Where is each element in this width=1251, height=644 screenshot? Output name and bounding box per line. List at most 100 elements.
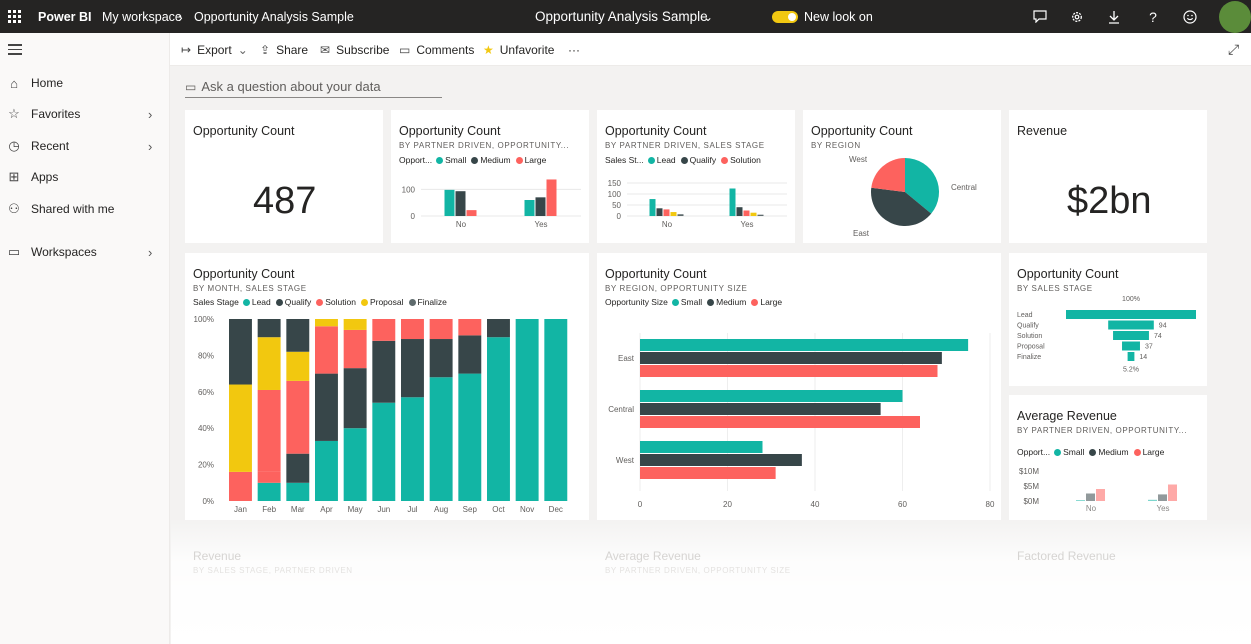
y-tick-label: West [616, 456, 635, 465]
export-button[interactable]: ↦ Export ⌄ [181, 33, 248, 66]
stacked-bar-segment [229, 471, 252, 501]
more-options-button[interactable]: ··· [568, 33, 580, 66]
qa-search-input[interactable]: ▭ Ask a question about your data [185, 76, 442, 98]
legend-item: Small [671, 297, 702, 307]
shared-icon: ⚇ [8, 201, 20, 216]
stacked-bar-segment [343, 329, 367, 369]
top-bar: Power BI My workspace › Opportunity Anal… [0, 0, 1251, 33]
stacked-bar-segment [544, 319, 568, 501]
nav-shared-with-me[interactable]: ⚇ Shared with me [0, 196, 170, 222]
nav-recent[interactable]: ◷ Recent › [0, 133, 170, 159]
bar [640, 403, 881, 415]
comment-icon[interactable] [1031, 0, 1049, 33]
x-tick-label: 60 [898, 500, 907, 509]
app-launcher-button[interactable] [6, 0, 22, 33]
help-icon[interactable]: ? [1149, 8, 1157, 25]
funnel-category-label: Finalize [1017, 354, 1041, 361]
gear-icon[interactable] [1068, 0, 1086, 33]
report-title[interactable]: Opportunity Analysis Sample [535, 9, 708, 24]
y-tick-label: 20% [198, 461, 214, 470]
tile-subtitle: BY MONTH, SALES STAGE [193, 284, 307, 293]
y-tick-label: $0M [1023, 497, 1039, 506]
stacked-bar-segment [257, 389, 281, 472]
action-bar: ↦ Export ⌄ ⇪ Share ✉ Subscribe ▭ Comments ★ Un… [170, 33, 1251, 66]
nav-label: Favorites [31, 107, 81, 121]
tile-subtitle: BY PARTNER DRIVEN, SALES STAGE [605, 141, 765, 150]
bar [535, 197, 546, 216]
workspaces-icon: ▭ [7, 244, 21, 259]
bar-chart: 0 50 100 150 No Yes [608, 179, 787, 229]
tile-count-by-region-size[interactable]: Opportunity Count BY REGION, OPPORTUNITY… [597, 253, 1001, 520]
download-icon[interactable] [1105, 0, 1123, 33]
nav-favorites[interactable]: ☆ Favorites › [0, 101, 170, 127]
tile-count-by-month-stage[interactable]: Opportunity Count BY MONTH, SALES STAGE … [185, 253, 589, 520]
legend-item: Qualify [680, 155, 716, 165]
chevron-down-icon[interactable]: ⌄ [703, 9, 714, 24]
bar-chart: $0M $5M $10M No Yes [1019, 467, 1177, 513]
legend-title: Sales St... [605, 155, 644, 165]
legend-label: Solution [730, 155, 761, 165]
tile-count-by-partner-size[interactable]: Opportunity Count BY PARTNER DRIVEN, OPP… [391, 110, 589, 243]
nav-apps[interactable]: ⊞ Apps [0, 164, 170, 190]
stacked-bar-segment [401, 319, 424, 340]
stacked-bar-segment [286, 380, 310, 454]
nav-home[interactable]: ⌂ Home [0, 70, 170, 96]
ghost-tile-subtitle: BY PARTNER DRIVEN, OPPORTUNITY SIZE [605, 566, 791, 575]
avatar[interactable] [1219, 0, 1251, 33]
new-look-toggle[interactable] [772, 0, 798, 33]
chevron-right-icon[interactable]: › [148, 106, 153, 122]
smiley-icon[interactable] [1181, 0, 1199, 33]
breadcrumb-chevron-icon: › [178, 8, 183, 25]
nav-workspaces[interactable]: ▭ Workspaces › [0, 239, 170, 265]
export-label: Export [197, 42, 232, 57]
share-button[interactable]: ⇪ Share [260, 33, 308, 66]
pie-slice [871, 158, 905, 192]
tile-subtitle: BY PARTNER DRIVEN, OPPORTUNITY... [399, 141, 570, 150]
x-tick-label: Sep [463, 505, 478, 514]
legend-title: Opport... [1017, 447, 1051, 457]
stacked-bar-segment [315, 440, 338, 501]
tile-title: Average Revenue [1017, 409, 1117, 423]
tile-average-revenue[interactable]: Average Revenue BY PARTNER DRIVEN, OPPOR… [1009, 395, 1207, 520]
brand-name[interactable]: Power BI [38, 9, 92, 24]
bar [1158, 494, 1167, 501]
share-label: Share [276, 42, 309, 57]
breadcrumb-report[interactable]: Opportunity Analysis Sample [194, 9, 354, 24]
expand-icon[interactable]: ⤢ [1228, 41, 1240, 57]
chevron-right-icon[interactable]: › [148, 138, 153, 154]
tile-title: Opportunity Count [193, 124, 295, 138]
subscribe-button[interactable]: ✉ Subscribe [320, 33, 389, 66]
tile-count-by-stage-funnel[interactable]: Opportunity Count BY SALES STAGE 100% Lea… [1009, 253, 1207, 386]
funnel-value-label: 14 [1139, 354, 1147, 361]
stacked-bar-segment [286, 319, 310, 352]
y-tick-label: 0% [202, 497, 214, 506]
funnel-value-label: 94 [1159, 323, 1167, 330]
x-tick-label: Mar [291, 505, 305, 514]
share-icon: ⇪ [260, 42, 271, 57]
x-tick-label: Yes [1156, 504, 1169, 513]
chevron-right-icon[interactable]: › [148, 244, 153, 260]
comment-icon: ▭ [399, 42, 411, 57]
legend-title: Opportunity Size [605, 297, 668, 307]
legend-item: Finalize [408, 297, 447, 307]
legend-item: Medium [707, 297, 746, 307]
bar [455, 191, 466, 216]
kpi-value: $2bn [1067, 180, 1152, 222]
unfavorite-button[interactable]: ★ Unfavorite [483, 33, 554, 66]
breadcrumb-workspace[interactable]: My workspace [102, 9, 182, 24]
tile-count-by-region[interactable]: Opportunity Count BY REGION West Central E… [803, 110, 1001, 243]
stacked-bar-segment [401, 339, 424, 398]
y-tick-label: $10M [1019, 467, 1039, 476]
stacked-bar-segment [257, 482, 281, 501]
bar [640, 339, 969, 351]
tile-count-by-partner-stage[interactable]: Opportunity Count BY PARTNER DRIVEN, SAL… [597, 110, 795, 243]
left-navigation: ⌂ Home ☆ Favorites › ◷ Recent › ⊞ Apps ⚇… [0, 33, 170, 644]
y-tick-label: 40% [198, 424, 214, 433]
tile-revenue[interactable]: Revenue $2bn [1009, 110, 1207, 243]
legend-label: Lead [251, 297, 271, 307]
hamburger-menu-icon[interactable] [8, 44, 22, 58]
comments-button[interactable]: ▭ Comments [399, 33, 474, 66]
tile-opportunity-count[interactable]: Opportunity Count 487 [185, 110, 383, 243]
stacked-bar-segment [372, 340, 396, 403]
waffle-icon [7, 10, 21, 23]
